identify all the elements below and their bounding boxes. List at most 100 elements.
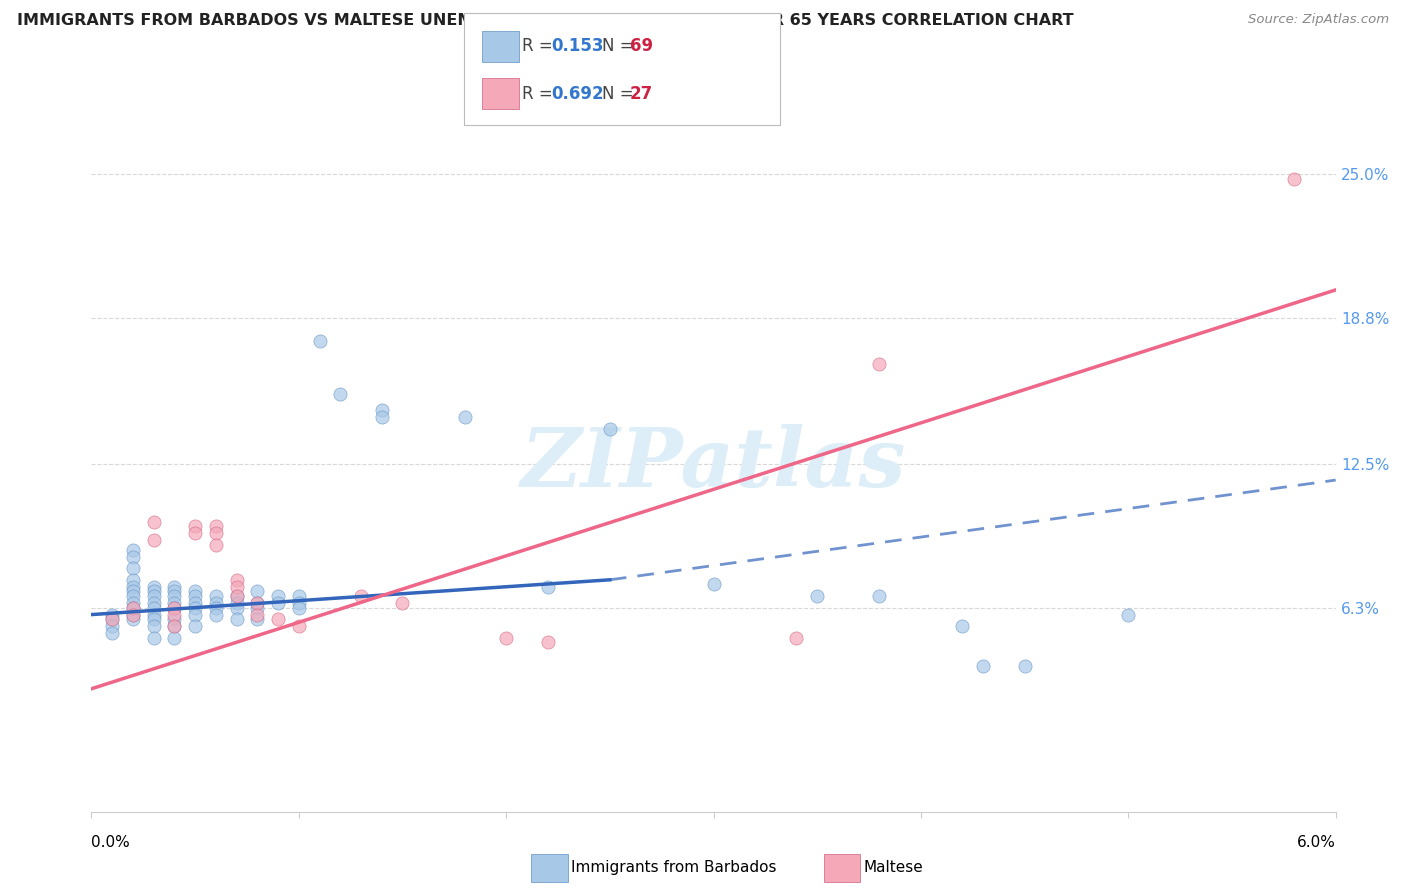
- Point: [122, 580, 145, 594]
- Point: [287, 600, 309, 615]
- Point: [453, 410, 475, 425]
- Point: [225, 580, 247, 594]
- Text: Source: ZipAtlas.com: Source: ZipAtlas.com: [1249, 13, 1389, 27]
- Point: [205, 538, 228, 552]
- Point: [952, 619, 974, 633]
- Point: [142, 619, 165, 633]
- Point: [246, 607, 269, 622]
- Point: [122, 612, 145, 626]
- Point: [142, 596, 165, 610]
- Point: [122, 596, 145, 610]
- Point: [205, 519, 228, 533]
- Point: [225, 589, 247, 603]
- Point: [329, 387, 352, 401]
- Text: Immigrants from Barbados: Immigrants from Barbados: [571, 860, 776, 874]
- Point: [1118, 607, 1140, 622]
- Point: [287, 619, 309, 633]
- Text: 0.692: 0.692: [551, 85, 603, 103]
- Text: N =: N =: [602, 37, 638, 55]
- Point: [536, 635, 558, 649]
- Point: [163, 584, 186, 599]
- Point: [184, 526, 207, 541]
- Point: [205, 600, 228, 615]
- Point: [101, 612, 124, 626]
- Point: [391, 596, 413, 610]
- Point: [163, 596, 186, 610]
- Point: [308, 334, 330, 348]
- Text: 0.153: 0.153: [551, 37, 603, 55]
- Point: [184, 589, 207, 603]
- Point: [599, 422, 621, 436]
- Point: [122, 607, 145, 622]
- Point: [225, 612, 247, 626]
- Point: [225, 596, 247, 610]
- Point: [142, 533, 165, 548]
- Point: [122, 573, 145, 587]
- Point: [267, 589, 290, 603]
- Point: [205, 607, 228, 622]
- Point: [142, 580, 165, 594]
- Point: [142, 584, 165, 599]
- Point: [246, 584, 269, 599]
- Text: Maltese: Maltese: [863, 860, 922, 874]
- Point: [495, 631, 517, 645]
- Text: R =: R =: [522, 85, 558, 103]
- Point: [184, 596, 207, 610]
- Point: [806, 589, 828, 603]
- Point: [122, 584, 145, 599]
- Point: [101, 626, 124, 640]
- Point: [122, 607, 145, 622]
- Point: [142, 631, 165, 645]
- Point: [785, 631, 807, 645]
- Text: 6.0%: 6.0%: [1296, 836, 1336, 850]
- Point: [163, 631, 186, 645]
- Point: [101, 619, 124, 633]
- Text: R =: R =: [522, 37, 558, 55]
- Point: [184, 600, 207, 615]
- Point: [287, 596, 309, 610]
- Point: [972, 658, 994, 673]
- Text: 69: 69: [630, 37, 652, 55]
- Point: [163, 619, 186, 633]
- Point: [163, 607, 186, 622]
- Point: [205, 589, 228, 603]
- Point: [101, 612, 124, 626]
- Point: [702, 577, 725, 591]
- Point: [371, 410, 394, 425]
- Point: [101, 607, 124, 622]
- Point: [163, 580, 186, 594]
- Point: [184, 607, 207, 622]
- Point: [246, 596, 269, 610]
- Point: [122, 600, 145, 615]
- Text: ZIPatlas: ZIPatlas: [520, 424, 907, 504]
- Point: [142, 612, 165, 626]
- Point: [246, 596, 269, 610]
- Point: [163, 612, 186, 626]
- Point: [122, 600, 145, 615]
- Point: [163, 619, 186, 633]
- Point: [122, 589, 145, 603]
- Text: 27: 27: [630, 85, 654, 103]
- Point: [225, 573, 247, 587]
- Point: [869, 357, 891, 371]
- Point: [142, 589, 165, 603]
- Point: [205, 596, 228, 610]
- Point: [184, 619, 207, 633]
- Point: [163, 600, 186, 615]
- Point: [267, 596, 290, 610]
- Point: [1284, 171, 1306, 186]
- Text: 0.0%: 0.0%: [91, 836, 131, 850]
- Point: [371, 403, 394, 417]
- Point: [142, 515, 165, 529]
- Point: [163, 589, 186, 603]
- Point: [225, 589, 247, 603]
- Point: [142, 600, 165, 615]
- Point: [142, 607, 165, 622]
- Point: [184, 519, 207, 533]
- Point: [163, 600, 186, 615]
- Point: [122, 549, 145, 564]
- Point: [122, 542, 145, 557]
- Point: [205, 526, 228, 541]
- Point: [122, 561, 145, 575]
- Point: [246, 612, 269, 626]
